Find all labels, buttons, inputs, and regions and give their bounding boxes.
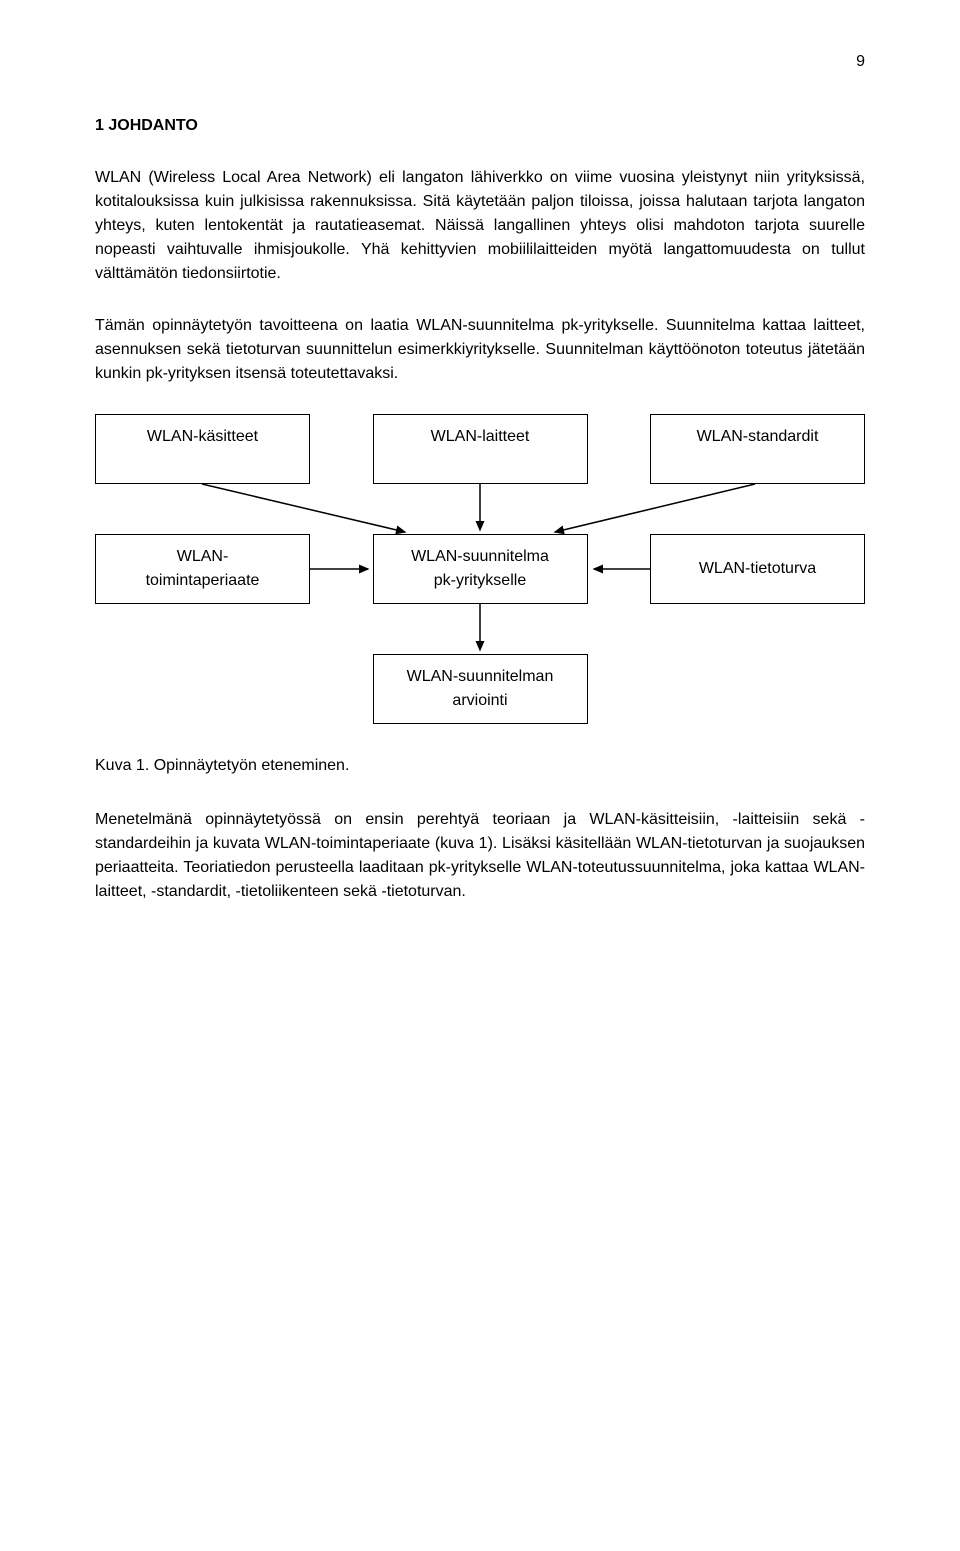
node-wlan-laitteet: WLAN-laitteet bbox=[373, 414, 588, 484]
node-wlan-tietoturva: WLAN-tietoturva bbox=[650, 534, 865, 604]
node-wlan-kasitteet: WLAN-käsitteet bbox=[95, 414, 310, 484]
node-wlan-standardit: WLAN-standardit bbox=[650, 414, 865, 484]
flowchart-body: WLAN-käsitteet WLAN-laitteet WLAN-standa… bbox=[95, 414, 865, 724]
flowchart-row-1: WLAN-käsitteet WLAN-laitteet WLAN-standa… bbox=[95, 414, 865, 484]
node-wlan-arviointi: WLAN-suunnitelman arviointi bbox=[373, 654, 588, 724]
paragraph-1: WLAN (Wireless Local Area Network) eli l… bbox=[95, 166, 865, 286]
flowchart-diagram: WLAN-käsitteet WLAN-laitteet WLAN-standa… bbox=[95, 414, 865, 724]
node-wlan-toimintaperiaate: WLAN- toimintaperiaate bbox=[95, 534, 310, 604]
paragraph-2: Tämän opinnäytetyön tavoitteena on laati… bbox=[95, 314, 865, 386]
page-number: 9 bbox=[95, 50, 865, 74]
figure-caption: Kuva 1. Opinnäytetyön eteneminen. bbox=[95, 754, 865, 778]
node-wlan-suunnitelma: WLAN-suunnitelma pk-yritykselle bbox=[373, 534, 588, 604]
paragraph-3: Menetelmänä opinnäytetyössä on ensin per… bbox=[95, 808, 865, 904]
flowchart-row-3: WLAN-suunnitelman arviointi bbox=[95, 654, 865, 724]
section-heading: 1 JOHDANTO bbox=[95, 114, 865, 138]
flowchart-row-2: WLAN- toimintaperiaate WLAN-suunnitelma … bbox=[95, 534, 865, 604]
